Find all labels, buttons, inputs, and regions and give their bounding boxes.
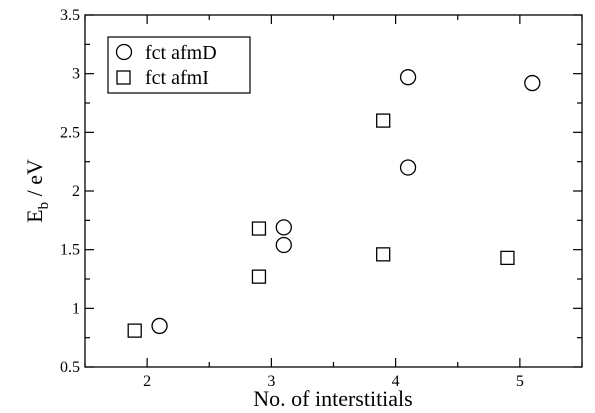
- x-axis-title: No. of interstitials: [253, 386, 412, 411]
- y-axis-title-unit: / eV: [22, 159, 47, 202]
- circle-marker: [524, 74, 541, 92]
- circle-marker: [275, 219, 292, 236]
- y-axis-title: Eb / eV: [22, 159, 52, 223]
- y-axis-title-subscript: b: [36, 202, 52, 210]
- y-tick-label: 1.5: [60, 242, 80, 259]
- legend-label-afmD: fct afmD: [145, 42, 217, 64]
- axis-ticks: [84, 14, 583, 368]
- square-marker: [251, 269, 267, 284]
- y-tick-label: 0.5: [60, 359, 80, 376]
- y-tick-label: 1: [72, 300, 80, 317]
- square-marker: [500, 250, 515, 266]
- legend-marker-square: [116, 70, 131, 85]
- square-marker: [127, 323, 142, 338]
- data-markers: [127, 69, 541, 338]
- x-tick-label: 2: [143, 373, 151, 390]
- legend: fct afmD fct afmI: [107, 36, 251, 94]
- square-marker: [376, 113, 391, 128]
- square-marker: [376, 247, 391, 262]
- legend-label-afmI: fct afmI: [145, 67, 209, 89]
- y-tick-label: 2.5: [60, 124, 80, 141]
- x-tick-label: 4: [392, 373, 400, 390]
- x-tick-label: 3: [267, 373, 275, 390]
- y-tick-label: 2: [72, 183, 80, 200]
- legend-box: [107, 36, 251, 94]
- legend-marker-circle: [115, 43, 133, 61]
- circle-marker: [399, 159, 417, 176]
- tick-labels: 2 3 4 5 0.5 1 1.5 2 2.5 3 3.5: [60, 7, 524, 390]
- circle-marker: [399, 69, 417, 86]
- y-tick-label: 3: [72, 66, 80, 83]
- circle-marker: [151, 317, 168, 335]
- square-marker: [251, 221, 267, 236]
- x-tick-label: 5: [516, 373, 524, 390]
- y-axis-title-main: E: [22, 209, 47, 222]
- y-tick-label: 3.5: [60, 7, 80, 24]
- circle-marker: [275, 236, 292, 254]
